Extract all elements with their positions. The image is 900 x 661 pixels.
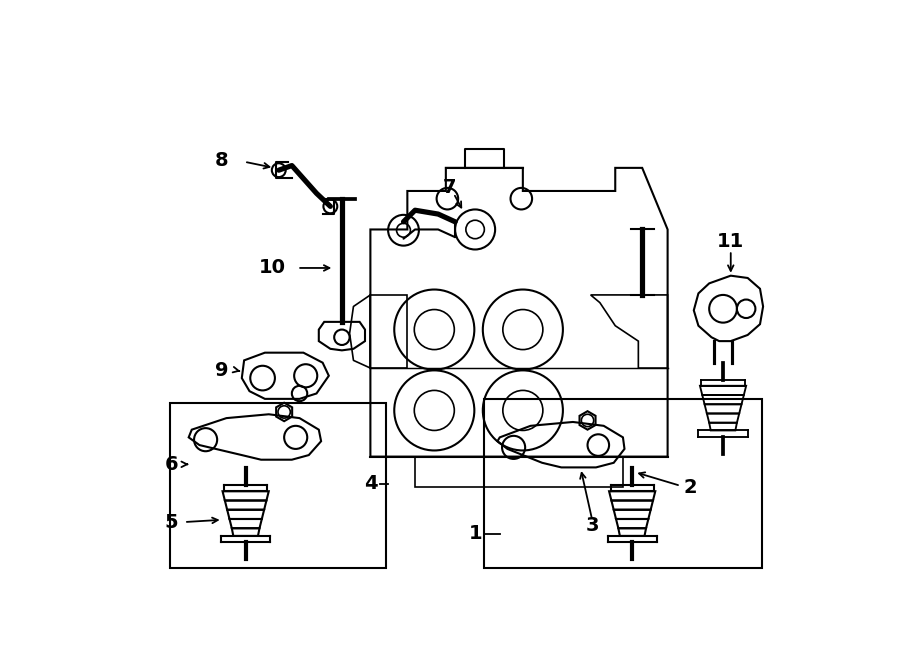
Text: 3: 3 bbox=[585, 516, 598, 535]
Text: 10: 10 bbox=[258, 258, 285, 278]
Text: 11: 11 bbox=[717, 231, 744, 251]
Text: 8: 8 bbox=[215, 151, 229, 170]
Text: 1: 1 bbox=[469, 524, 482, 543]
Text: 2: 2 bbox=[683, 478, 697, 497]
Bar bbox=[170, 403, 386, 568]
Text: 4: 4 bbox=[364, 474, 378, 493]
Bar bbox=[484, 399, 761, 568]
Text: 9: 9 bbox=[215, 361, 229, 380]
Text: 6: 6 bbox=[165, 455, 178, 474]
Text: 5: 5 bbox=[165, 512, 178, 531]
Text: 7: 7 bbox=[443, 178, 456, 196]
